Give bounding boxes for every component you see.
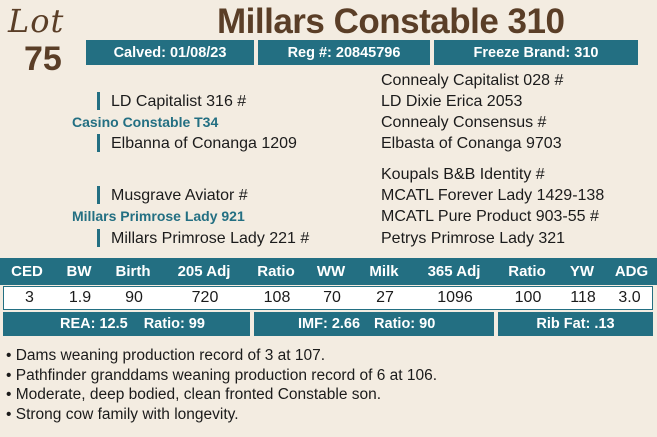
epd-value: 90 <box>125 289 143 306</box>
lot-label: Lot <box>8 2 65 40</box>
note-item: • Pathfinder granddams weaning productio… <box>6 366 438 384</box>
epd-header: WW <box>316 263 346 280</box>
note-item: • Moderate, deep bodied, clean fronted C… <box>6 386 382 403</box>
epd-header: Milk <box>369 263 399 280</box>
epd-value: 108 <box>263 289 291 306</box>
epd-value: 100 <box>514 289 542 306</box>
epd-value: 720 <box>191 289 219 306</box>
pedigree-dss: Koupals B&B Identity # <box>381 166 545 183</box>
epd-header-row: CED BW Birth 205 Adj Ratio WW Milk 365 A… <box>0 258 657 285</box>
carcass-imf-box: IMF: 2.66 Ratio: 90 <box>254 312 494 336</box>
epd-header: YW <box>569 263 595 280</box>
pedigree-ssd: LD Dixie Erica 2053 <box>381 93 523 110</box>
pedigree-sire: Casino Constable T34 <box>72 114 219 130</box>
pedigree-connector <box>97 92 100 110</box>
pedigree-sds: Connealy Consensus # <box>381 114 547 131</box>
pedigree-sire-dam: Elbanna of Conanga 1209 <box>111 135 297 152</box>
pedigree-sdd: Elbasta of Conanga 9703 <box>381 135 562 152</box>
lot-number: 75 <box>24 40 62 78</box>
epd-value: 70 <box>323 289 341 306</box>
pedigree-dam-sire: Musgrave Aviator # <box>111 187 248 204</box>
epd-header: CED <box>11 263 43 280</box>
pedigree-sire-sire: LD Capitalist 316 # <box>111 93 247 110</box>
carcass-rea-box: REA: 12.5 Ratio: 99 <box>3 312 250 336</box>
imf-ratio: Ratio: 90 <box>374 316 436 332</box>
rib-fat-value: Rib Fat: .13 <box>536 316 615 332</box>
pedigree-connector <box>97 186 100 204</box>
epd-header: BW <box>66 263 92 280</box>
epd-header: ADG <box>614 263 649 280</box>
imf-value: IMF: 2.66 <box>298 316 361 332</box>
epd-value-row: 3 1.9 90 720 108 70 27 1096 100 118 3.0 <box>3 286 653 310</box>
registration-number: Reg #: 20845796 <box>258 40 430 65</box>
epd-value: 118 <box>570 289 596 306</box>
note-item: • Strong cow family with longevity. <box>6 405 239 423</box>
pedigree-dsd: MCATL Forever Lady 1429-138 <box>381 187 605 204</box>
pedigree-connector <box>97 229 100 247</box>
pedigree-connector <box>97 134 100 152</box>
animal-name: Millars Constable 310 <box>217 2 565 41</box>
pedigree-dam-dam: Millars Primrose Lady 221 # <box>111 230 310 247</box>
pedigree-ddd: Petrys Primrose Lady 321 <box>381 230 566 247</box>
pedigree-sss: Connealy Capitalist 028 # <box>381 72 564 89</box>
note-item: • Dams weaning production record of 3 at… <box>6 347 326 364</box>
epd-header: Ratio <box>257 263 295 280</box>
freeze-brand: Freeze Brand: 310 <box>434 40 638 65</box>
epd-value: 3 <box>25 289 34 306</box>
epd-value: 3.0 <box>618 289 641 306</box>
rea-ratio: Ratio: 99 <box>143 316 205 332</box>
epd-value: 27 <box>376 289 394 306</box>
epd-header: Ratio <box>508 263 546 280</box>
epd-header: Birth <box>115 263 151 280</box>
pedigree-dam: Millars Primrose Lady 921 <box>72 208 245 224</box>
epd-header: 365 Adj <box>427 263 481 280</box>
epd-value: 1.9 <box>68 289 92 306</box>
carcass-rib-fat-box: Rib Fat: .13 <box>498 312 653 336</box>
calved-date: Calved: 01/08/23 <box>86 40 254 65</box>
pedigree-dds: MCATL Pure Product 903-55 # <box>381 208 599 225</box>
epd-value: 1096 <box>437 289 473 306</box>
epd-header: 205 Adj <box>177 263 231 280</box>
rea-value: REA: 12.5 <box>60 316 128 332</box>
notes-list: • Dams weaning production record of 3 at… <box>6 346 437 424</box>
